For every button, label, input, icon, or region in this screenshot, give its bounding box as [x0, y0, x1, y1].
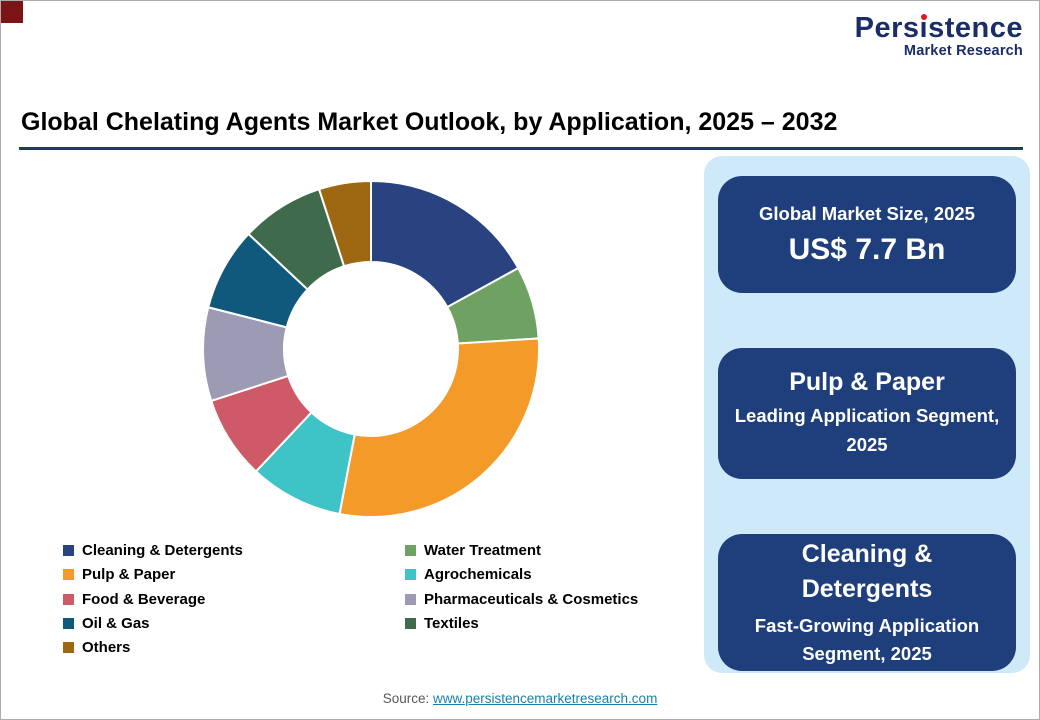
fast-growing-segment-caption: Fast-Growing Application Segment, 2025	[754, 615, 980, 664]
donut-segment-0	[370, 179, 520, 309]
leading-segment-caption: Leading Application Segment, 2025	[734, 404, 1000, 455]
market-size-value: US$ 7.7 Bn	[788, 232, 946, 266]
legend-swatch	[405, 593, 416, 605]
chart-legend: Cleaning & Detergents Pulp & Paper Food & …	[63, 542, 638, 663]
legend-swatch	[63, 617, 74, 629]
logo-wordmark: Persı stence	[854, 12, 1023, 44]
legend-label: Cleaning & Detergents	[82, 542, 243, 559]
page-title: Global Chelating Agents Market Outlook, …	[21, 108, 838, 136]
legend-label: Oil & Gas	[82, 614, 150, 632]
leading-segment-name: Pulp & Paper	[789, 367, 945, 396]
legend-swatch	[63, 569, 74, 581]
logo-letter-i: ı	[919, 12, 929, 44]
legend-label: Others	[82, 639, 131, 656]
donut-segment-2	[338, 337, 541, 518]
legend-swatch	[63, 593, 74, 605]
legend-swatch	[405, 617, 416, 629]
legend-label: Pharmaceuticals & Cosmetics	[424, 590, 639, 608]
title-underline	[19, 147, 1023, 150]
logo-red-dot	[920, 14, 927, 20]
legend-item: Oil & Gas	[63, 615, 405, 632]
fast-growing-segment-name: Cleaning & Detergents	[801, 540, 933, 604]
legend-item: Pulp & Paper	[63, 566, 405, 583]
donut-segment-8	[317, 179, 372, 268]
legend-label: Water Treatment	[424, 542, 541, 559]
legend-label: Pulp & Paper	[82, 566, 176, 584]
source-label: Source:	[382, 691, 430, 706]
market-size-card: Global Market Size, 2025 US$ 7.7 Bn	[718, 176, 1016, 293]
legend-swatch	[405, 545, 416, 556]
legend-item: Agrochemicals	[405, 566, 638, 583]
legend-item: Cleaning & Detergents	[63, 542, 405, 559]
source-link[interactable]: www.persistencemarketresearch.com	[432, 691, 658, 706]
legend-item: Pharmaceuticals & Cosmetics	[405, 591, 638, 608]
legend-label: Agrochemicals	[424, 566, 532, 584]
legend-item: Food & Beverage	[63, 591, 405, 608]
highlight-panel: Global Market Size, 2025 US$ 7.7 Bn Pulp…	[704, 156, 1030, 673]
market-size-label: Global Market Size, 2025	[759, 202, 975, 224]
legend-label: Food & Beverage	[82, 590, 206, 608]
legend-item: Water Treatment	[405, 542, 638, 559]
legend-item: Others	[63, 639, 405, 656]
logo: Persı stence Market Research	[854, 12, 1023, 60]
fast-growing-segment-card: Cleaning & Detergents Fast-Growing Appli…	[718, 534, 1016, 671]
legend-swatch	[63, 545, 74, 556]
donut-chart	[202, 179, 541, 518]
legend-swatch	[63, 642, 74, 653]
source-line: Source: www.persistencemarketresearch.co…	[1, 691, 1039, 706]
legend-item: Textiles	[405, 615, 638, 632]
corner-accent-square	[1, 1, 23, 23]
legend-column-1: Cleaning & Detergents Pulp & Paper Food & …	[63, 542, 405, 663]
legend-column-2: Water Treatment Agrochemicals Pharmaceutic…	[405, 542, 638, 663]
legend-swatch	[405, 569, 416, 581]
legend-label: Textiles	[424, 614, 479, 632]
logo-subtitle: Market Research	[903, 43, 1023, 60]
leading-segment-card: Pulp & Paper Leading Application Segment…	[718, 348, 1016, 479]
